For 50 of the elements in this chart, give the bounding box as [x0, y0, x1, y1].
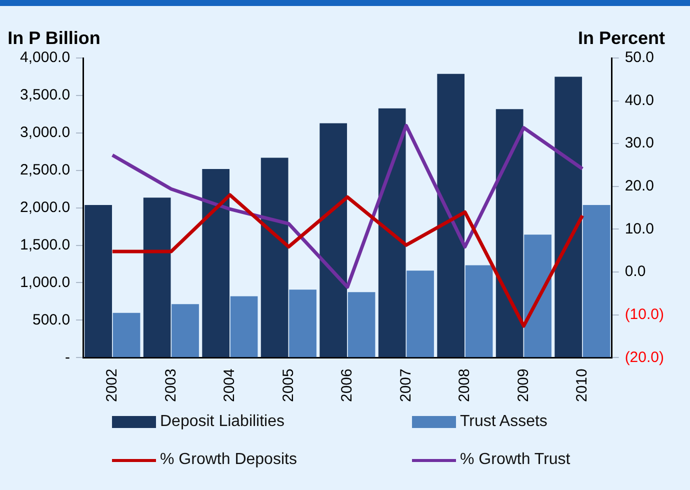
bar — [143, 198, 171, 358]
bar — [230, 296, 258, 358]
y-tick-label: 1,500.0 — [20, 236, 70, 254]
y2-tick-label: (10.0) — [624, 306, 664, 323]
y-tick-label: 1,000.0 — [20, 274, 70, 291]
bar — [84, 205, 112, 358]
x-tick-label: 2007 — [397, 368, 414, 402]
y2-tick-label: 20.0 — [624, 178, 654, 195]
bar — [112, 312, 140, 358]
bar — [524, 234, 552, 358]
y-axis-title: In P Billion — [8, 28, 100, 48]
bar — [172, 304, 199, 358]
y2-tick-label: (20.0) — [624, 348, 664, 366]
x-tick-label: 2004 — [221, 368, 238, 402]
bar — [289, 290, 316, 358]
bar — [465, 265, 493, 358]
x-tick-label: 2002 — [104, 368, 121, 402]
bar — [554, 76, 582, 358]
y2-tick-label: 50.0 — [624, 49, 654, 66]
legend-label: Deposit Liabilities — [160, 413, 285, 431]
y2-tick-label: 10.0 — [624, 220, 654, 238]
bar — [260, 158, 288, 358]
x-tick-label: 2005 — [280, 368, 297, 402]
bar — [348, 292, 376, 358]
x-tick-label: 2008 — [456, 368, 474, 402]
y2-axis-title: In Percent — [578, 28, 666, 48]
bar — [406, 270, 434, 358]
legend-label: % Growth Trust — [460, 451, 570, 469]
y2-tick-label: 40.0 — [624, 92, 654, 109]
x-tick-label: 2003 — [162, 368, 180, 402]
y2-tick-label: 30.0 — [624, 134, 654, 152]
y2-tick-label: 0.0 — [624, 263, 646, 280]
legend-label: % Growth Deposits — [160, 451, 297, 469]
y-tick-label: 500.0 — [32, 311, 70, 328]
x-tick-label: 2009 — [514, 368, 532, 402]
x-tick-label: 2006 — [338, 368, 356, 402]
y-tick-label: 4,000.0 — [20, 49, 70, 66]
bar — [378, 108, 406, 358]
bar — [202, 169, 230, 358]
x-tick-label: 2010 — [574, 368, 591, 402]
bar — [582, 205, 610, 358]
legend-label: Trust Assets — [460, 413, 548, 431]
bar — [496, 109, 524, 358]
bar — [320, 123, 348, 358]
y-tick-label: 3,500.0 — [20, 86, 70, 104]
y-tick-label: 3,000.0 — [20, 124, 70, 142]
y-tick-label: - — [65, 348, 70, 366]
bar — [437, 74, 465, 358]
y-tick-label: 2,500.0 — [20, 162, 70, 178]
y-tick-label: 2,000.0 — [20, 198, 70, 216]
